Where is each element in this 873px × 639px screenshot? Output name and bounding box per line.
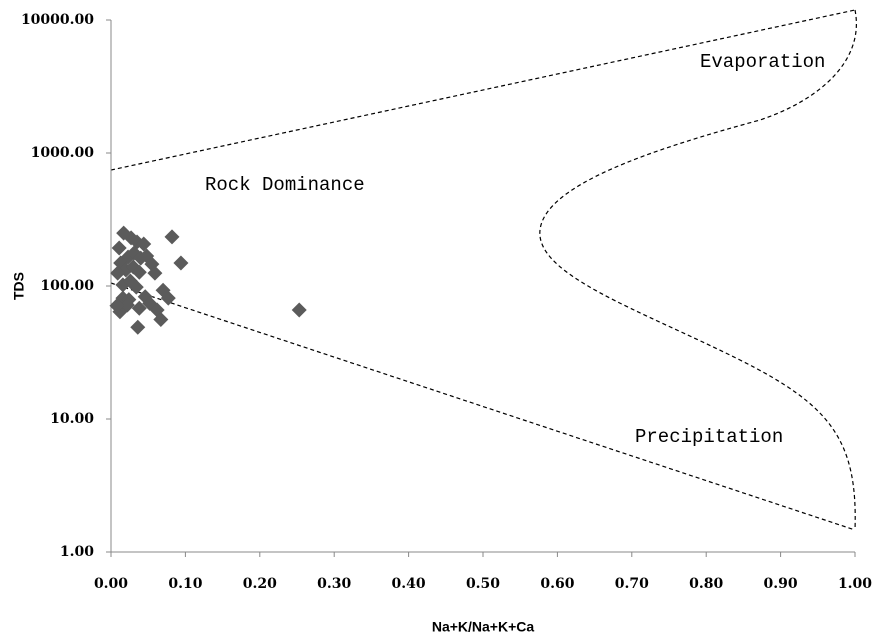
annotation: Precipitation [635,426,783,448]
rock-lower-boundary [110,282,856,531]
x-tick-label: 0.80 [689,576,723,592]
annotation: Rock Dominance [205,174,365,196]
x-tick-label: 0.00 [94,576,128,592]
y-axis-label: TDS [11,272,27,300]
point [153,311,169,327]
point [110,265,126,281]
x-axis-label: Na+K/Na+K+Ca [432,619,535,635]
point [291,302,307,318]
x-tick-label: 0.90 [764,576,798,592]
point [131,300,147,316]
y-tick-label: 10.00 [50,411,94,427]
y-tick-label: 100.00 [40,278,94,294]
point [173,255,189,271]
x-tick-label: 0.10 [168,576,202,592]
point [147,265,163,281]
y-tick-label: 1000.00 [31,145,95,161]
x-tick-label: 0.50 [466,576,500,592]
point [131,264,147,280]
point [164,229,180,245]
x-tick-label: 0.30 [317,576,351,592]
y-tick-label: 10000.00 [21,12,94,28]
point [130,319,146,335]
point [115,277,131,293]
evaporation-boundary [539,9,857,531]
x-tick-label: 1.00 [838,576,872,592]
point [119,297,135,313]
x-tick-label: 0.60 [540,576,574,592]
x-tick-label: 0.40 [392,576,426,592]
point [109,298,125,314]
y-tick-label: 1.00 [60,544,94,560]
point [111,240,127,256]
x-tick-label: 0.70 [615,576,649,592]
annotation: Evaporation [700,51,825,73]
point [128,279,144,295]
rock-upper-boundary [110,9,856,171]
point [160,290,176,306]
x-tick-label: 0.20 [243,576,277,592]
point [136,236,152,252]
